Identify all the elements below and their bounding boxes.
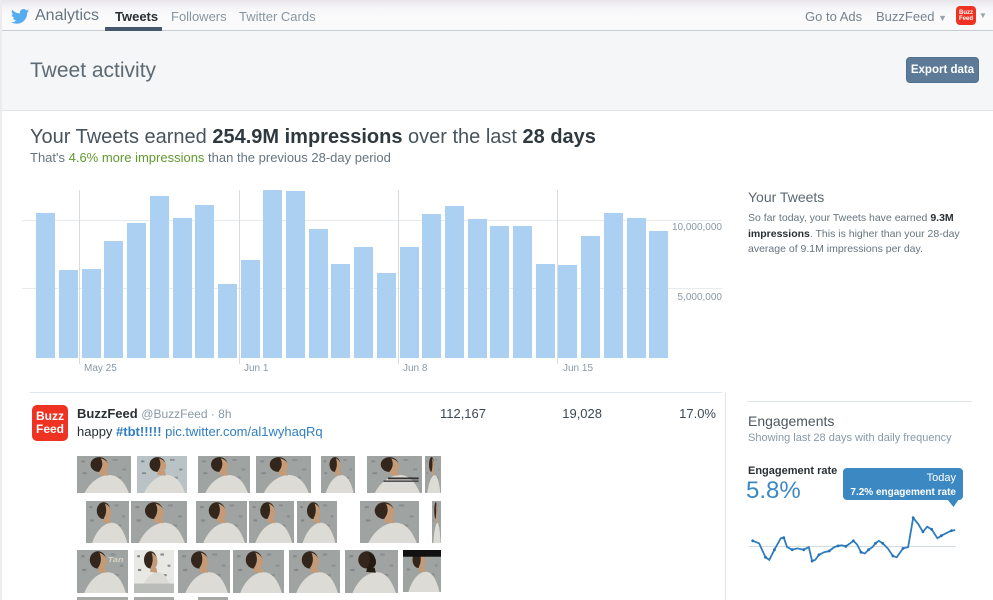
svg-text:Tan: Tan	[108, 555, 124, 564]
